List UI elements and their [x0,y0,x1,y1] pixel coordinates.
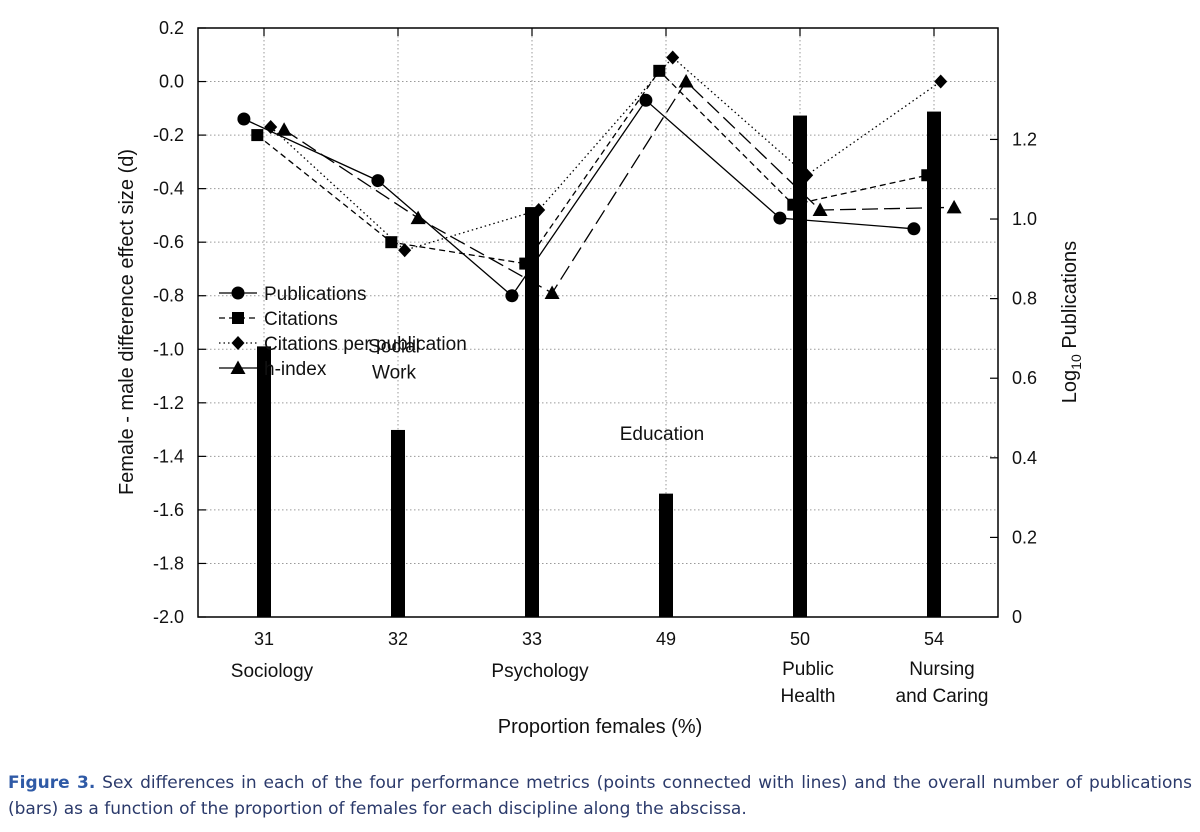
axes: 0.2 0.0 -0.2 -0.4 -0.6 -0.8 -1.0 -1.2 -1.4 -1.6 -1… [153,18,1037,627]
marker-circle [231,286,245,300]
caption-text: Sex differences in each of the four perf… [8,773,1192,819]
plot-area [197,27,999,618]
marker-square [385,236,398,249]
y-tick-label: -1.0 [153,339,184,359]
x-tick-label: 54 [924,629,944,649]
marker-diamond [264,120,278,135]
y2-axis-title-rest: Publications [1059,241,1081,354]
marker-diamond [934,74,948,89]
marker-square [921,169,934,182]
marker-diamond [231,336,245,350]
y-tick-label: -1.4 [153,446,184,466]
bar [793,115,807,618]
bar [659,493,673,617]
marker-triangle [276,122,292,136]
y-tick-label: -0.4 [153,179,184,199]
y-tick-label: -1.2 [153,393,184,413]
x-tick-label: 50 [790,629,810,649]
y-tick-label: -0.2 [153,125,184,145]
legend-label: Citations [264,309,338,330]
legend: Publications Citations Citations per publi… [219,284,467,380]
annotation-label: Work [372,362,416,383]
y2-tick-label: 0.2 [1012,527,1037,547]
series-line-square [256,69,928,265]
y2-axis-title-subscript: 10 [1068,354,1084,370]
y-tick-label: -1.8 [153,553,184,573]
y-tick-label: 0.0 [159,72,184,92]
series-line-triangle [283,80,955,294]
y2-tick-label: 0 [1012,607,1022,627]
category-name-label: Nursing [909,659,974,680]
line-series [237,50,962,303]
marker-triangle [946,199,962,214]
y-axis-title: Female - male difference effect size (d) [116,149,138,495]
marker-circle [639,93,653,107]
caption-label: Figure 3. [8,773,96,793]
marker-square [653,64,666,77]
x-tick-label: 31 [254,629,274,649]
marker-square [787,198,800,211]
x-axis-title: Proportion females (%) [498,716,703,738]
marker-diamond [800,168,814,183]
bar [257,346,271,617]
marker-triangle [410,210,426,225]
marker-circle [505,289,519,303]
category-labels: 31 Sociology 32 33 Psychology 49 50 Public Healt… [231,336,989,707]
annotation-label: Social [368,336,420,357]
marker-diamond [666,50,680,65]
y-tick-label: 0.2 [159,18,184,38]
marker-circle [773,211,787,225]
bar [525,207,539,618]
marker-triangle [812,202,828,217]
marker-circle [371,174,385,188]
marker-circle [237,112,251,126]
legend-label: Citations per publication [264,334,467,355]
marker-square [232,312,244,324]
y2-tick-label: 0.4 [1012,448,1037,468]
marker-triangle [230,360,246,374]
bar [927,111,941,617]
y2-axis-title-main: Log [1059,370,1081,403]
marker-circle [907,222,921,236]
category-name-label: Psychology [491,661,589,682]
y-tick-label: -0.6 [153,232,184,252]
annotation-label: Education [620,424,705,445]
y2-tick-label: 0.6 [1012,368,1037,388]
series-line-diamond [270,56,942,251]
legend-label: h-index [264,359,327,380]
y2-tick-label: 0.8 [1012,289,1037,309]
marker-square [519,257,532,270]
category-name-label: Health [781,686,836,707]
y2-tick-label: 1.0 [1012,209,1037,229]
grid-lines [198,28,998,617]
x-tick-label: 49 [656,629,676,649]
y-tick-label: -2.0 [153,607,184,627]
marker-triangle [678,74,694,88]
y-tick-label: -1.6 [153,500,184,520]
y2-tick-label: 1.2 [1012,129,1037,149]
series-line-circle [243,99,914,297]
marker-diamond [532,203,546,218]
marker-square [251,129,264,142]
y2-axis-title: Log10 Publications [1059,241,1084,403]
bar-series [257,111,941,618]
figure-caption: Figure 3. Sex differences in each of the… [8,770,1192,822]
x-tick-label: 32 [388,629,408,649]
legend-label: Publications [264,284,366,305]
category-name-label: Sociology [231,661,314,682]
x-tick-label: 33 [522,629,542,649]
category-name-label: and Caring [896,686,989,707]
marker-triangle [544,285,560,300]
marker-diamond [398,243,412,258]
y-tick-label: -0.8 [153,286,184,306]
category-name-label: Public [782,659,834,680]
bar [391,429,405,617]
